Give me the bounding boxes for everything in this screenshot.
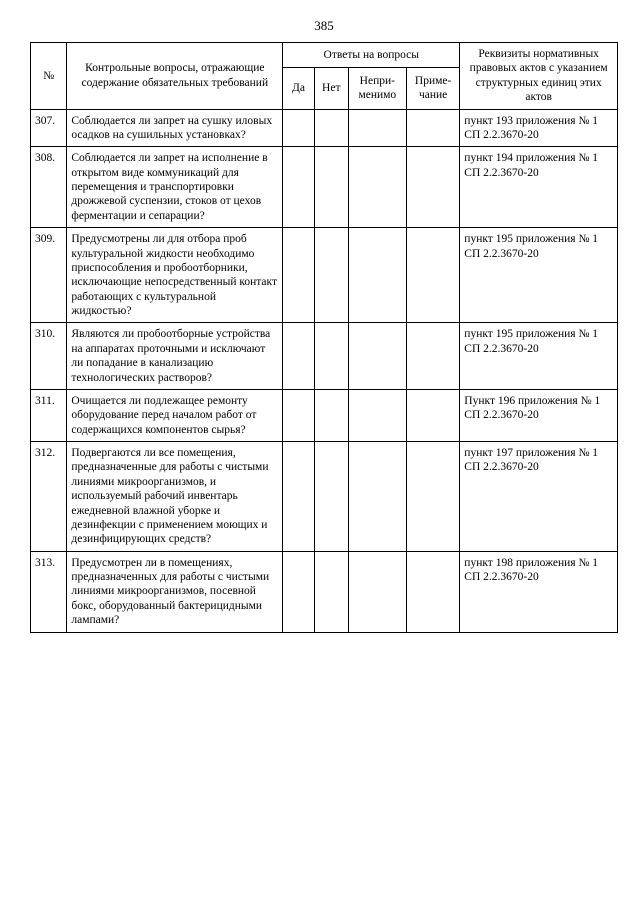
cell-prim: [406, 442, 459, 552]
cell-num: 309.: [31, 228, 67, 323]
col-num: №: [31, 43, 67, 110]
cell-net: [314, 228, 348, 323]
cell-prim: [406, 323, 459, 390]
cell-ref: пункт 195 приложения № 1 СП 2.2.3670-20: [460, 323, 618, 390]
cell-nep: [348, 228, 406, 323]
document-page: 385 № Контрольные вопросы, отражающие со…: [0, 0, 640, 905]
col-net: Нет: [314, 68, 348, 109]
cell-net: [314, 323, 348, 390]
cell-da: [283, 442, 315, 552]
cell-ref: пункт 195 приложения № 1 СП 2.2.3670-20: [460, 228, 618, 323]
cell-net: [314, 147, 348, 228]
table-row: 308.Соблюдается ли запрет на исполнение …: [31, 147, 618, 228]
cell-question: Соблюдается ли запрет на сушку иловых ос…: [67, 109, 283, 147]
cell-net: [314, 389, 348, 441]
cell-nep: [348, 323, 406, 390]
questions-table: № Контрольные вопросы, отражающие содерж…: [30, 42, 618, 633]
cell-da: [283, 147, 315, 228]
cell-da: [283, 228, 315, 323]
cell-ref: пункт 197 приложения № 1 СП 2.2.3670-20: [460, 442, 618, 552]
cell-num: 313.: [31, 551, 67, 632]
cell-nep: [348, 109, 406, 147]
cell-nep: [348, 442, 406, 552]
table-row: 310.Являются ли пробоотборные устройства…: [31, 323, 618, 390]
cell-question: Предусмотрен ли в помещениях, предназнач…: [67, 551, 283, 632]
cell-question: Соблюдается ли запрет на исполнение в от…: [67, 147, 283, 228]
table-row: 313.Предусмотрен ли в помещениях, предна…: [31, 551, 618, 632]
table-row: 312.Подвергаются ли все помещения, предн…: [31, 442, 618, 552]
col-question: Контрольные вопросы, отражающие содержан…: [67, 43, 283, 110]
cell-num: 310.: [31, 323, 67, 390]
cell-num: 312.: [31, 442, 67, 552]
cell-prim: [406, 109, 459, 147]
cell-prim: [406, 147, 459, 228]
cell-prim: [406, 389, 459, 441]
cell-da: [283, 551, 315, 632]
col-ref: Реквизиты нормативных правовых актов с у…: [460, 43, 618, 110]
cell-net: [314, 109, 348, 147]
cell-da: [283, 109, 315, 147]
page-number: 385: [30, 18, 618, 34]
cell-nep: [348, 389, 406, 441]
cell-num: 311.: [31, 389, 67, 441]
table-row: 311.Очищается ли подлежащее ремонту обор…: [31, 389, 618, 441]
cell-ref: пункт 198 приложения № 1 СП 2.2.3670-20: [460, 551, 618, 632]
cell-question: Предусмотрены ли для отбора проб культур…: [67, 228, 283, 323]
cell-nep: [348, 551, 406, 632]
cell-question: Очищается ли подлежащее ремонту оборудов…: [67, 389, 283, 441]
cell-num: 307.: [31, 109, 67, 147]
table-header: № Контрольные вопросы, отражающие содерж…: [31, 43, 618, 110]
table-row: 307.Соблюдается ли запрет на сушку иловы…: [31, 109, 618, 147]
cell-prim: [406, 228, 459, 323]
cell-net: [314, 442, 348, 552]
cell-nep: [348, 147, 406, 228]
cell-question: Подвергаются ли все помещения, предназна…: [67, 442, 283, 552]
cell-ref: пункт 194 приложения № 1 СП 2.2.3670-20: [460, 147, 618, 228]
table-body: 307.Соблюдается ли запрет на сушку иловы…: [31, 109, 618, 632]
cell-net: [314, 551, 348, 632]
col-answers-group: Ответы на вопросы: [283, 43, 460, 68]
cell-prim: [406, 551, 459, 632]
cell-num: 308.: [31, 147, 67, 228]
cell-da: [283, 323, 315, 390]
col-prim: Приме- чание: [406, 68, 459, 109]
cell-question: Являются ли пробоотборные устройства на …: [67, 323, 283, 390]
table-row: 309.Предусмотрены ли для отбора проб кул…: [31, 228, 618, 323]
col-nep: Непри- менимо: [348, 68, 406, 109]
cell-ref: пункт 193 приложения № 1 СП 2.2.3670-20: [460, 109, 618, 147]
cell-ref: Пункт 196 приложения № 1 СП 2.2.3670-20: [460, 389, 618, 441]
col-da: Да: [283, 68, 315, 109]
cell-da: [283, 389, 315, 441]
